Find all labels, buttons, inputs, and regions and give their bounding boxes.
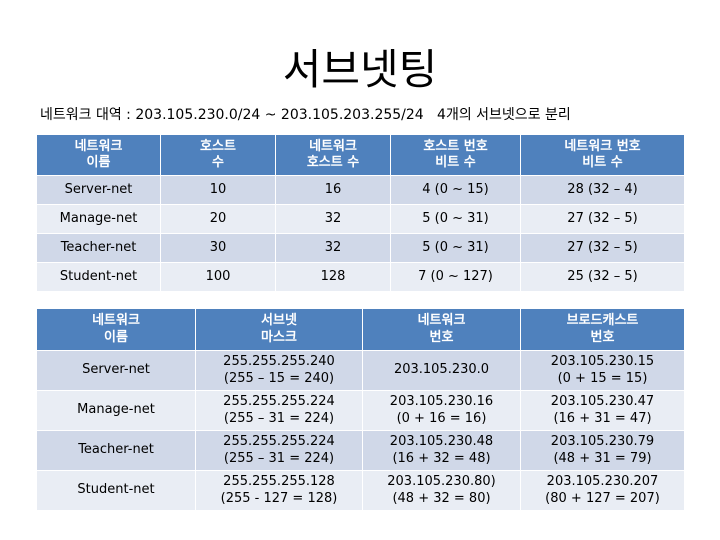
table-cell: Student-net — [36, 470, 196, 511]
table-cell: Manage-net — [36, 390, 196, 431]
table-cell: 203.105.230.48 (16 + 32 = 48) — [362, 430, 521, 471]
table-cell: 16 — [275, 175, 391, 205]
table-cell: 10 — [160, 175, 276, 205]
table-cell: 20 — [160, 204, 276, 234]
table-cell: 28 (32 – 4) — [520, 175, 685, 205]
table-cell: 호스트 수 — [160, 134, 276, 176]
table-cell: 203.105.230.80) (48 + 32 = 80) — [362, 470, 521, 511]
table-cell: Student-net — [36, 262, 161, 292]
table-row: 네트워크 이름 호스트 수 네트워크 호스트 수 호스트 번호 비트 수 네트워크 번호… — [36, 134, 685, 176]
table-cell: 203.105.230.15 (0 + 15 = 15) — [520, 350, 685, 391]
table-cell: 128 — [275, 262, 391, 292]
table-cell: Teacher-net — [36, 430, 196, 471]
hosts-table: 네트워크 이름 호스트 수 네트워크 호스트 수 호스트 번호 비트 수 네트워크 번호… — [36, 134, 685, 292]
table-cell: 5 (0 ~ 31) — [390, 204, 521, 234]
subtitle: 네트워크 대역 : 203.105.230.0/24 ~ 203.105.203… — [40, 107, 571, 123]
table-row: Student-net 255.255.255.128 (255 - 127 = … — [36, 470, 685, 511]
table-cell: 27 (32 – 5) — [520, 233, 685, 263]
table-cell: 브로드캐스트 번호 — [520, 308, 685, 351]
table-cell: 203.105.230.0 — [362, 350, 521, 391]
table-cell: 네트워크 번호 — [362, 308, 521, 351]
table-row: Manage-net 255.255.255.224 (255 – 31 = 22… — [36, 390, 685, 431]
slide-title: 서브넷팅 — [282, 45, 438, 94]
table-row: 네트워크 이름 서브넷 마스크 네트워크 번호 브로드캐스트 번호 — [36, 308, 685, 351]
table-cell: 100 — [160, 262, 276, 292]
table-row: Server-net 10 16 4 (0 ~ 15) 28 (32 – 4) — [36, 175, 685, 205]
table-row: Manage-net 20 32 5 (0 ~ 31) 27 (32 – 5) — [36, 204, 685, 234]
table-cell: Server-net — [36, 175, 161, 205]
table-row: Teacher-net 255.255.255.224 (255 – 31 = 2… — [36, 430, 685, 471]
table-row: Student-net 100 128 7 (0 ~ 127) 25 (32 – 5) — [36, 262, 685, 292]
table-cell: 32 — [275, 233, 391, 263]
table-cell: 255.255.255.224 (255 – 31 = 224) — [195, 390, 363, 431]
table-row: Teacher-net 30 32 5 (0 ~ 31) 27 (32 – 5) — [36, 233, 685, 263]
table-cell: 255.255.255.224 (255 – 31 = 224) — [195, 430, 363, 471]
table-cell: 32 — [275, 204, 391, 234]
table-cell: 네트워크 이름 — [36, 308, 196, 351]
table-row: Server-net 255.255.255.240 (255 – 15 = 24… — [36, 350, 685, 391]
table-cell: 네트워크 호스트 수 — [275, 134, 391, 176]
table-cell: 203.105.230.47 (16 + 31 = 47) — [520, 390, 685, 431]
table-cell: Server-net — [36, 350, 196, 391]
table-cell: 30 — [160, 233, 276, 263]
table-cell: 203.105.230.79 (48 + 31 = 79) — [520, 430, 685, 471]
table-cell: 203.105.230.207 (80 + 127 = 207) — [520, 470, 685, 511]
table-cell: 7 (0 ~ 127) — [390, 262, 521, 292]
subnet-table: 네트워크 이름 서브넷 마스크 네트워크 번호 브로드캐스트 번호 Server-net… — [36, 308, 685, 511]
table-cell: 25 (32 – 5) — [520, 262, 685, 292]
table-cell: 4 (0 ~ 15) — [390, 175, 521, 205]
table-cell: 255.255.255.128 (255 - 127 = 128) — [195, 470, 363, 511]
table-cell: Manage-net — [36, 204, 161, 234]
table-cell: 5 (0 ~ 31) — [390, 233, 521, 263]
table-cell: 네트워크 번호 비트 수 — [520, 134, 685, 176]
table-cell: 호스트 번호 비트 수 — [390, 134, 521, 176]
table-cell: 서브넷 마스크 — [195, 308, 363, 351]
table-cell: 27 (32 – 5) — [520, 204, 685, 234]
table-cell: 255.255.255.240 (255 – 15 = 240) — [195, 350, 363, 391]
table-cell: Teacher-net — [36, 233, 161, 263]
table-cell: 203.105.230.16 (0 + 16 = 16) — [362, 390, 521, 431]
table-cell: 네트워크 이름 — [36, 134, 161, 176]
